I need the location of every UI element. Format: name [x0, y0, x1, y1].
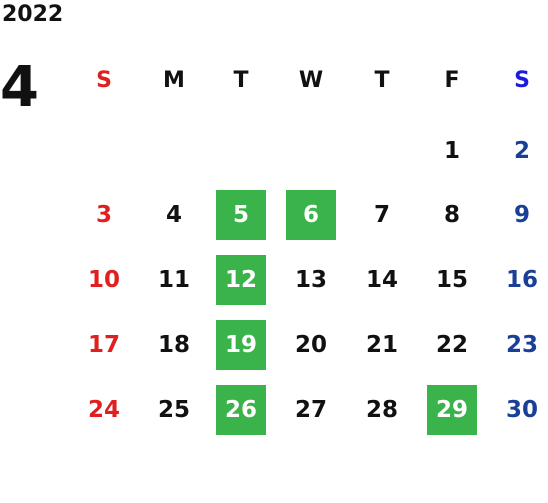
- calendar-day-highlighted[interactable]: 26: [216, 385, 266, 435]
- weekday-header-monday: M: [163, 67, 185, 93]
- weekday-header-thursday: T: [374, 67, 390, 93]
- calendar-day[interactable]: 24: [87, 397, 120, 423]
- calendar-day-highlighted[interactable]: 6: [286, 190, 336, 240]
- weekday-header-tuesday: T: [233, 67, 249, 93]
- calendar-day[interactable]: 7: [373, 202, 390, 228]
- calendar-day[interactable]: 18: [157, 332, 190, 358]
- calendar-day[interactable]: 20: [294, 332, 327, 358]
- calendar-day[interactable]: 2: [513, 138, 530, 164]
- weekday-header-saturday: S: [514, 67, 530, 93]
- calendar-day[interactable]: 16: [505, 267, 538, 293]
- calendar-day-highlighted[interactable]: 29: [427, 385, 477, 435]
- calendar-day[interactable]: 8: [443, 202, 460, 228]
- calendar-day[interactable]: 28: [365, 397, 398, 423]
- year-label: 2022: [2, 2, 64, 27]
- calendar-day[interactable]: 22: [435, 332, 468, 358]
- calendar-day[interactable]: 17: [87, 332, 120, 358]
- calendar-day[interactable]: 11: [157, 267, 190, 293]
- calendar-day[interactable]: 30: [505, 397, 538, 423]
- calendar-day[interactable]: 9: [513, 202, 530, 228]
- month-number: 4: [0, 55, 39, 120]
- weekday-header-friday: F: [444, 67, 460, 93]
- calendar-day[interactable]: 15: [435, 267, 468, 293]
- calendar-day[interactable]: 3: [95, 202, 112, 228]
- calendar-day[interactable]: 1: [443, 138, 460, 164]
- calendar-day[interactable]: 21: [365, 332, 398, 358]
- calendar-day[interactable]: 14: [365, 267, 398, 293]
- calendar-day[interactable]: 13: [294, 267, 327, 293]
- calendar-day[interactable]: 27: [294, 397, 327, 423]
- calendar-day-highlighted[interactable]: 5: [216, 190, 266, 240]
- calendar-day-highlighted[interactable]: 19: [216, 320, 266, 370]
- weekday-header-sunday: S: [96, 67, 112, 93]
- weekday-header-wednesday: W: [298, 67, 324, 93]
- calendar-day[interactable]: 4: [165, 202, 182, 228]
- calendar-day-highlighted[interactable]: 12: [216, 255, 266, 305]
- calendar-day[interactable]: 23: [505, 332, 538, 358]
- calendar-day[interactable]: 25: [157, 397, 190, 423]
- calendar-day[interactable]: 10: [87, 267, 120, 293]
